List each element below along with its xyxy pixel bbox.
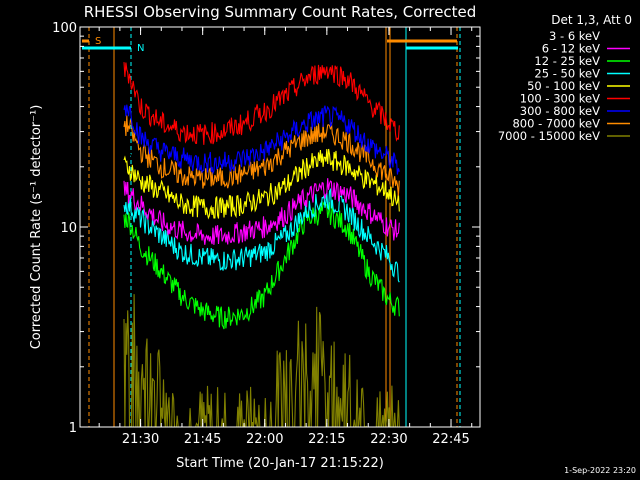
legend-label-1: 6 - 12 keV [542, 42, 600, 56]
footer-date: 1-Sep-2022 23:20 [564, 466, 636, 475]
y-axis-label: Corrected Count Rate (s⁻¹ detector⁻¹) [29, 105, 44, 350]
series-line-2 [123, 200, 400, 330]
x-tick-label-3: 22:15 [308, 432, 345, 447]
series-line-5 [123, 62, 400, 145]
legend-header: Det 1,3, Att 0 [551, 13, 632, 27]
legend-label-8: 7000 - 15000 keV [498, 129, 600, 143]
x-tick-label-5: 22:45 [432, 432, 469, 447]
legend-label-6: 300 - 800 keV [520, 104, 600, 118]
x-axis-ticks: 21:30 21:45 22:00 22:15 22:30 22:45 [98, 27, 473, 447]
x-tick-label-2: 22:00 [246, 432, 283, 447]
chart-title: RHESSI Observing Summary Count Rates, Co… [84, 3, 477, 21]
series-line-7 [123, 115, 400, 196]
x-axis-label: Start Time (20-Jan-17 21:15:22) [176, 456, 384, 471]
legend-label-2: 12 - 25 keV [534, 54, 600, 68]
y-tick-label-0: 1 [69, 421, 77, 436]
y-axis-ticks: 1 10 100 [52, 21, 480, 436]
y-tick-label-2: 100 [52, 21, 77, 36]
legend-label-4: 50 - 100 keV [527, 79, 600, 93]
flag-label-n: N [137, 43, 144, 54]
series-line-6 [123, 104, 400, 175]
legend-label-0: 3 - 6 keV [549, 29, 600, 43]
legend-label-7: 800 - 7000 keV [512, 117, 600, 131]
series-line-1 [123, 178, 400, 245]
flag-lines: SN [82, 27, 461, 427]
x-tick-label-4: 22:30 [370, 432, 407, 447]
series-line-0 [123, 148, 400, 226]
series-line-3 [123, 187, 400, 283]
flag-label-s: S [95, 36, 101, 47]
y-tick-label-1: 10 [60, 221, 77, 236]
x-tick-label-1: 21:45 [184, 432, 221, 447]
x-tick-label-0: 21:30 [122, 432, 159, 447]
legend-label-3: 25 - 50 keV [534, 67, 600, 81]
series-line-4 [123, 148, 400, 220]
legend-label-5: 100 - 300 keV [520, 92, 600, 106]
